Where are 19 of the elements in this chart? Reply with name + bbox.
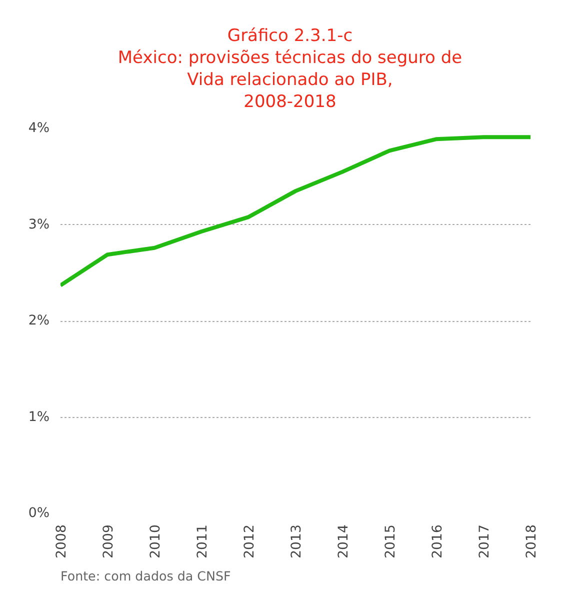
x-tick-label: 2018 — [524, 524, 540, 559]
y-tick-label: 1% — [28, 410, 50, 426]
x-tick-label: 2010 — [148, 524, 164, 559]
line-series — [60, 136, 530, 288]
source-note: Fonte: com dados da CNSF — [60, 568, 231, 584]
y-tick-label: 3% — [28, 218, 50, 233]
x-tick-label: 2016 — [430, 524, 446, 559]
x-tick-label: 2009 — [102, 524, 116, 559]
y-tick-label: 2% — [28, 314, 50, 329]
x-tick-label: 2014 — [336, 524, 352, 559]
x-tick-label: 2017 — [478, 524, 492, 559]
x-tick-label: 2013 — [290, 524, 304, 559]
x-tick-label: 2012 — [242, 524, 258, 559]
x-tick-label: 2008 — [54, 524, 70, 559]
y-tick-label: 0% — [28, 506, 50, 522]
x-tick-label: 2015 — [384, 524, 398, 559]
chart-title: Gráfico 2.3.1-c México: provisões técnicas do seguro de Vida relacionado ao PIB, 2008-2018 — [118, 25, 462, 114]
x-tick-label: 2011 — [196, 524, 210, 559]
y-tick-label: 4% — [28, 121, 50, 136]
